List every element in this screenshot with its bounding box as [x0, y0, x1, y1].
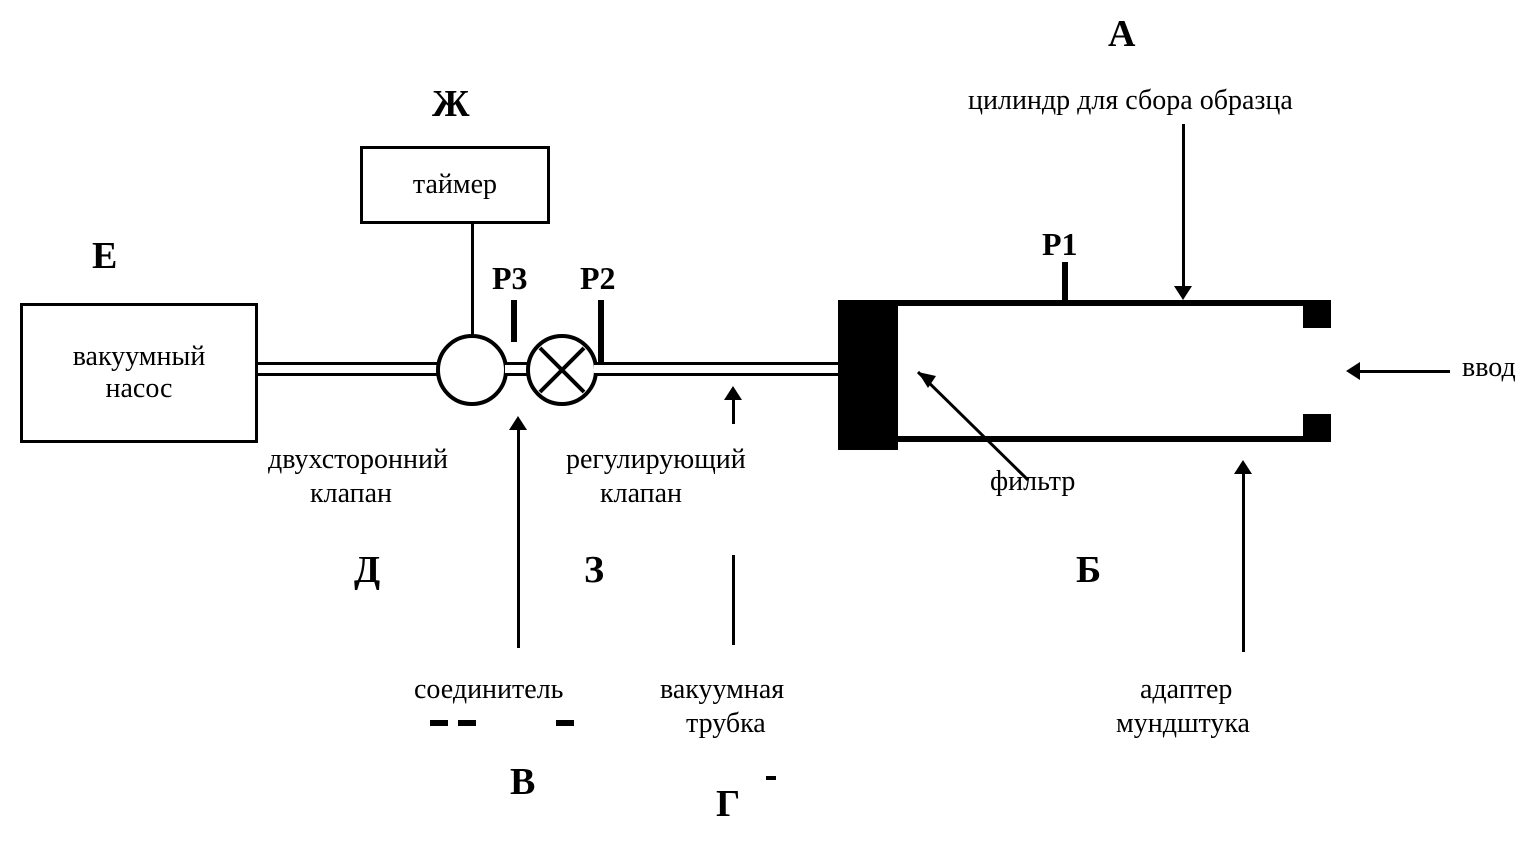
cylinder-label-arrow-line — [1182, 124, 1185, 288]
vacuum-tube-label-1: вакуумная — [660, 674, 784, 706]
p1-tick — [1062, 262, 1068, 302]
two-way-valve-circle — [436, 334, 508, 406]
control-valve-label-1: регулирующий — [566, 444, 746, 476]
dash-2 — [458, 720, 476, 726]
control-valve-x-icon — [530, 338, 594, 402]
p3-label: P3 — [492, 260, 528, 297]
vacuum-pump-label-1: вакуумный — [73, 341, 206, 373]
inlet-arrow-line — [1360, 370, 1450, 373]
p3-tick — [511, 300, 517, 342]
letter-D: Д — [354, 548, 380, 592]
inlet-label: ввод — [1462, 352, 1516, 384]
letter-Z: З — [584, 548, 604, 592]
vacuum-tube-line — [732, 555, 735, 645]
pipe-pump-to-valve1 — [258, 362, 438, 376]
vacuum-pump-box: вакуумный насос — [20, 303, 258, 443]
vacuum-pump-label-2: насос — [106, 373, 173, 405]
letter-V: В — [510, 760, 535, 804]
inlet-arrow-head — [1346, 362, 1360, 380]
letter-A: А — [1108, 12, 1135, 56]
letter-E: Е — [92, 234, 117, 278]
cylinder-nub-bottom — [1303, 414, 1331, 442]
two-way-valve-label-2: клапан — [310, 478, 392, 510]
cylinder-label-arrow-head — [1174, 286, 1192, 300]
timer-connector-line — [471, 224, 474, 336]
mouthpiece-label-1: адаптер — [1140, 674, 1232, 706]
connector-arrow-head — [509, 416, 527, 430]
two-way-valve-label-1: двухсторонний — [268, 444, 448, 476]
timer-label: таймер — [413, 169, 497, 201]
cylinder-nub-top — [1303, 300, 1331, 328]
dash-3 — [556, 720, 574, 726]
vacuum-tube-label-2: трубка — [686, 708, 766, 740]
filter-label: фильтр — [990, 466, 1075, 498]
connector-label: соединитель — [414, 674, 563, 706]
pipe-valve2-to-cylinder — [594, 362, 840, 376]
cylinder-label: цилиндр для сбора образца — [968, 85, 1293, 117]
connector-arrow-line — [517, 430, 520, 648]
control-valve-arrow-line — [732, 398, 735, 424]
mouthpiece-arrow-line — [1242, 474, 1245, 652]
p2-label: P2 — [580, 260, 616, 297]
letter-G: Г — [716, 782, 740, 826]
mouthpiece-label-2: мундштука — [1116, 708, 1250, 740]
control-valve-arrow-head — [724, 386, 742, 400]
p2-tick — [598, 300, 604, 364]
cylinder-top-edge — [898, 300, 1304, 306]
mouthpiece-arrow-head — [1234, 460, 1252, 474]
cylinder-left-block — [838, 300, 898, 450]
control-valve-label-2: клапан — [600, 478, 682, 510]
letter-B: Б — [1076, 548, 1101, 592]
dash-after-G — [766, 776, 776, 780]
letter-Zh: Ж — [432, 82, 470, 126]
timer-box: таймер — [360, 146, 550, 224]
p1-label: P1 — [1042, 226, 1078, 263]
control-valve-circle — [526, 334, 598, 406]
dash-1 — [430, 720, 448, 726]
